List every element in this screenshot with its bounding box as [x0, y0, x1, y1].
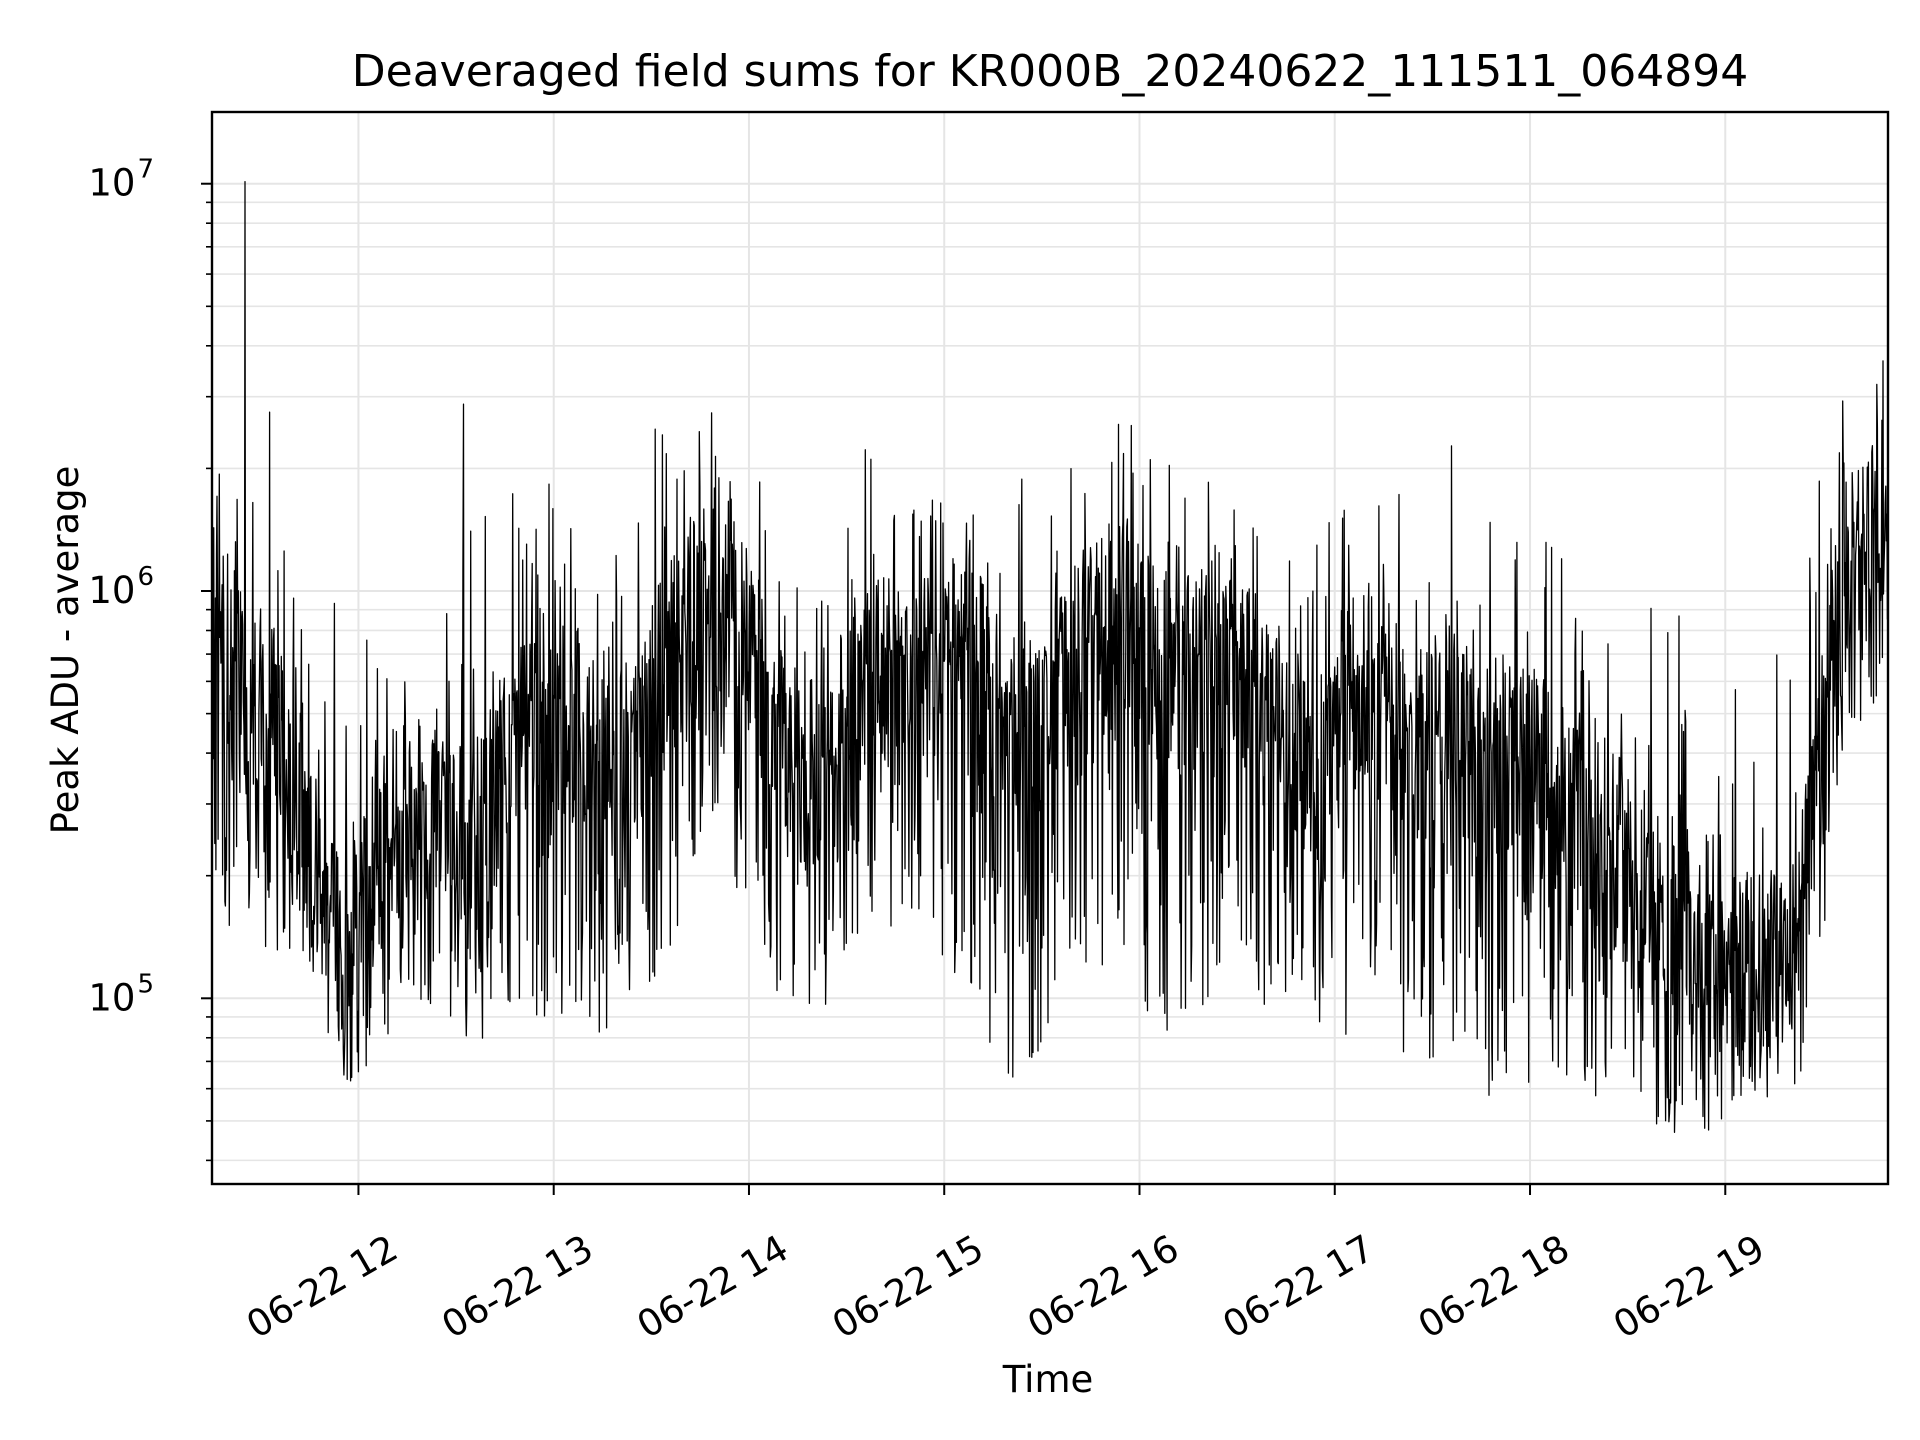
plot-area	[211, 180, 1889, 1133]
plot-frame	[210, 110, 1890, 1186]
chart-title: Deaveraged field sums for KR000B_2024062…	[352, 46, 1748, 97]
y-axis-label: Peak ADU - average	[44, 466, 87, 835]
series-line	[211, 180, 1889, 1133]
x-axis-label: Time	[1002, 1358, 1094, 1401]
